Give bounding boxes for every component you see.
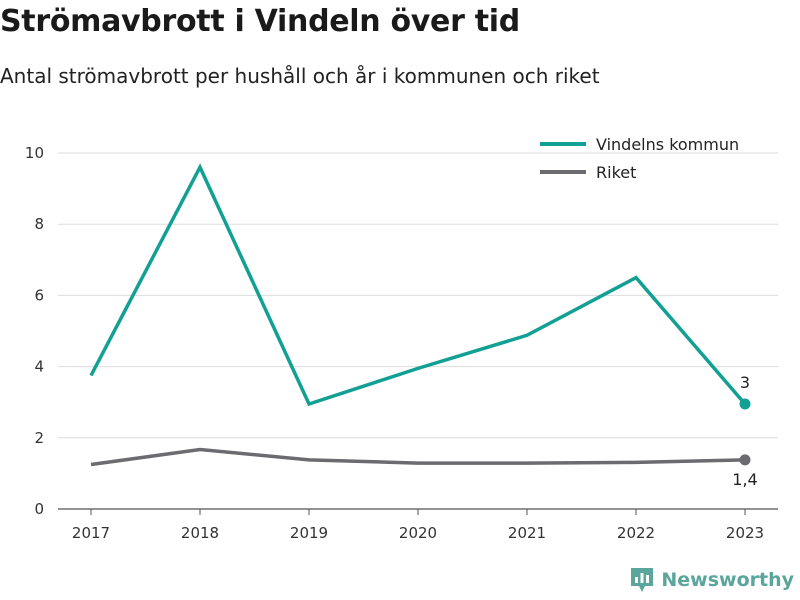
x-axis-ticks: 2017 2018 2019 2020 2021 2022 2023 [72,509,764,542]
series-line-0 [89,163,747,407]
series-line-1 [90,447,746,467]
series-end-label-1: 1,4 [732,470,757,489]
chart-subtitle: Antal strömavbrott per hushåll och år i … [0,64,600,88]
x-tick-label: 2020 [399,524,437,542]
y-tick-label: 10 [25,144,44,162]
legend-label-0: Vindelns kommun [596,135,739,154]
x-tick-label: 2018 [181,524,219,542]
legend-label-1: Riket [596,163,636,182]
brand-logo: Newsworthy [629,566,794,594]
y-tick-label: 2 [34,429,44,447]
x-tick-label: 2022 [617,524,655,542]
y-tick-label: 8 [34,215,44,233]
x-tick-label: 2021 [508,524,546,542]
brand-name: Newsworthy [661,569,794,591]
x-tick-label: 2023 [726,524,764,542]
y-tick-label: 4 [34,358,44,376]
series-lines [89,163,747,467]
series-end-markers: 31,4 [732,373,757,489]
series-end-label-0: 3 [740,373,750,392]
series-end-marker-1 [739,454,751,466]
chart-title: Strömavbrott i Vindeln över tid [0,4,520,39]
legend: Vindelns kommun Riket [540,135,739,182]
y-tick-label: 0 [34,500,44,518]
x-tick-label: 2017 [72,524,110,542]
series-end-marker-0 [739,398,751,410]
newsworthy-logo-icon [631,568,654,592]
y-tick-label: 6 [34,286,44,304]
x-tick-label: 2019 [290,524,328,542]
y-axis-ticks: 0 2 4 6 8 10 [25,144,44,518]
